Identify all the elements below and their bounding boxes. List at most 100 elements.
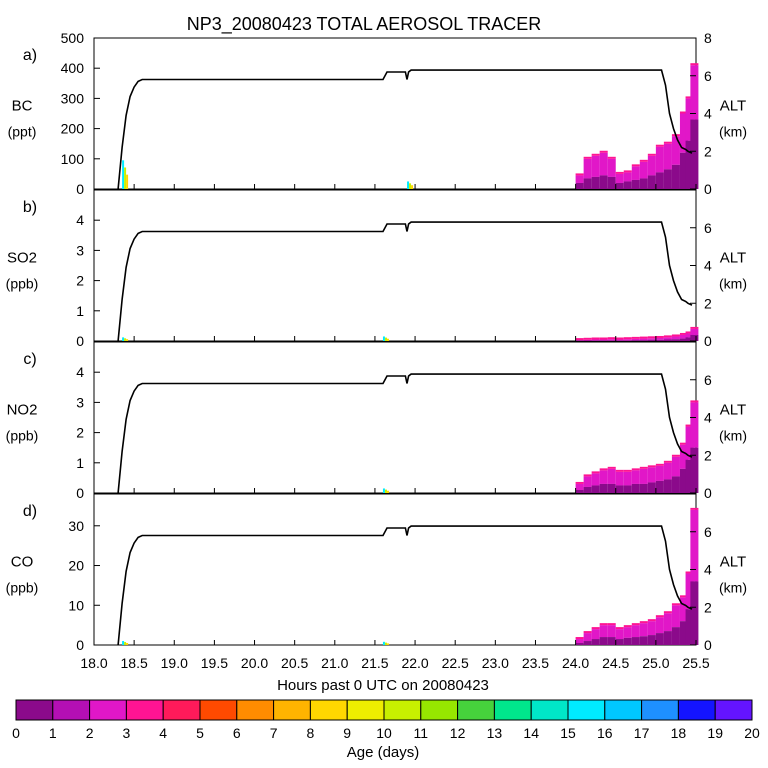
bar-young xyxy=(690,447,699,493)
bar-older xyxy=(655,337,664,340)
colorbar-tick-label: 1 xyxy=(49,725,57,741)
colorbar-swatch xyxy=(493,699,532,721)
bar-older xyxy=(591,155,600,177)
bar-older xyxy=(685,98,694,141)
bar-edge xyxy=(615,469,624,472)
bar-older xyxy=(639,468,648,484)
bar-edge xyxy=(575,338,584,341)
bar-young xyxy=(623,181,632,189)
bar-older xyxy=(615,471,624,486)
bar-edge xyxy=(639,159,648,162)
early-spike xyxy=(386,643,389,645)
early-spike xyxy=(411,185,414,189)
early-spike xyxy=(384,489,387,493)
colorbar-tick-label: 16 xyxy=(597,725,613,741)
y-tick-label: 3 xyxy=(76,394,84,410)
early-spike xyxy=(382,336,385,341)
bar-edge xyxy=(583,156,592,159)
alt-tick-label: 0 xyxy=(704,485,712,501)
bar-edge xyxy=(631,336,640,339)
early-spike xyxy=(384,642,387,645)
bar-young xyxy=(591,340,600,341)
colorbar-swatch xyxy=(309,699,348,721)
early-spike xyxy=(126,339,129,341)
bar-young xyxy=(607,637,616,645)
bar-edge xyxy=(647,465,656,468)
colorbar-swatch xyxy=(383,699,422,721)
y-tick-label: 300 xyxy=(61,90,85,106)
bar-edge xyxy=(623,625,632,628)
y-tick-label: 500 xyxy=(61,30,85,46)
bar-edge xyxy=(615,627,624,630)
bar-edge xyxy=(671,334,680,337)
bar-young xyxy=(647,635,656,645)
bar-young xyxy=(607,483,616,493)
bar-older xyxy=(615,629,624,640)
bar-older xyxy=(671,136,680,165)
bar-edge xyxy=(647,619,656,622)
bar-edge xyxy=(607,466,616,469)
early-spike xyxy=(384,337,387,341)
colorbar-swatch xyxy=(714,699,753,721)
y-tick-label: 0 xyxy=(76,181,84,197)
colorbar-tick-label: 10 xyxy=(376,725,392,741)
x-tick-label: 22.0 xyxy=(401,655,428,671)
bar-edge xyxy=(655,335,664,338)
bar-edge xyxy=(607,156,616,159)
bar-edge xyxy=(685,96,694,99)
bar-edge xyxy=(690,326,699,329)
bar-older xyxy=(575,175,584,183)
bar-young xyxy=(623,637,632,645)
colorbar-swatch xyxy=(604,699,643,721)
colorbar-tick-label: 13 xyxy=(487,725,503,741)
colorbar-swatch xyxy=(15,699,54,721)
bar-older xyxy=(685,333,694,338)
bar-edge xyxy=(671,603,680,606)
bar-young xyxy=(685,459,694,493)
y-tick-label: 2 xyxy=(76,425,84,441)
bar-older xyxy=(647,338,656,340)
bar-edge xyxy=(655,463,664,466)
colorbar-tick-label: 5 xyxy=(196,725,204,741)
bar-edge xyxy=(663,335,672,338)
bar-young xyxy=(631,483,640,493)
colorbar-label: Age (days) xyxy=(347,744,420,761)
bar-young xyxy=(599,175,608,189)
alt-tick-label: 4 xyxy=(704,410,712,426)
alt-label: ALT xyxy=(720,554,746,571)
y-tick-label: 1 xyxy=(76,303,84,319)
bar-edge xyxy=(583,631,592,634)
bar-young xyxy=(671,627,680,645)
early-spike xyxy=(126,643,129,645)
bar-older xyxy=(599,339,608,341)
bar-edge xyxy=(623,337,632,340)
bar-edge xyxy=(615,337,624,340)
colorbar-tick-label: 20 xyxy=(744,725,760,741)
bar-young xyxy=(679,152,688,189)
bar-young xyxy=(679,468,688,493)
bar-older xyxy=(575,340,584,341)
bar-edge xyxy=(679,442,688,445)
bar-young xyxy=(663,339,672,341)
alt-tick-label: 6 xyxy=(704,524,712,540)
y-tick-label: 10 xyxy=(68,597,84,613)
age-colorbar: 0 1 2 3 4 5 6 7 8 9 10 11 12 13 14 15 16 17 18 19 20 xyxy=(12,699,760,741)
bar-edge xyxy=(690,63,699,66)
early-spike xyxy=(122,160,125,189)
colorbar-tick-label: 7 xyxy=(270,725,278,741)
bar-edge xyxy=(615,171,624,174)
bar-edge xyxy=(639,466,648,469)
bar-young xyxy=(575,643,584,645)
x-tick-label: 25.0 xyxy=(642,655,669,671)
bar-edge xyxy=(591,153,600,156)
bar-edge xyxy=(583,337,592,340)
alt-tick-label: 4 xyxy=(704,258,712,274)
bar-older xyxy=(623,339,632,341)
bar-young xyxy=(655,633,664,645)
x-tick-label: 18.5 xyxy=(121,655,148,671)
bar-older xyxy=(679,444,688,469)
unit-label: (ppb) xyxy=(6,428,39,444)
bar-young xyxy=(690,334,699,341)
bar-older xyxy=(685,426,694,460)
